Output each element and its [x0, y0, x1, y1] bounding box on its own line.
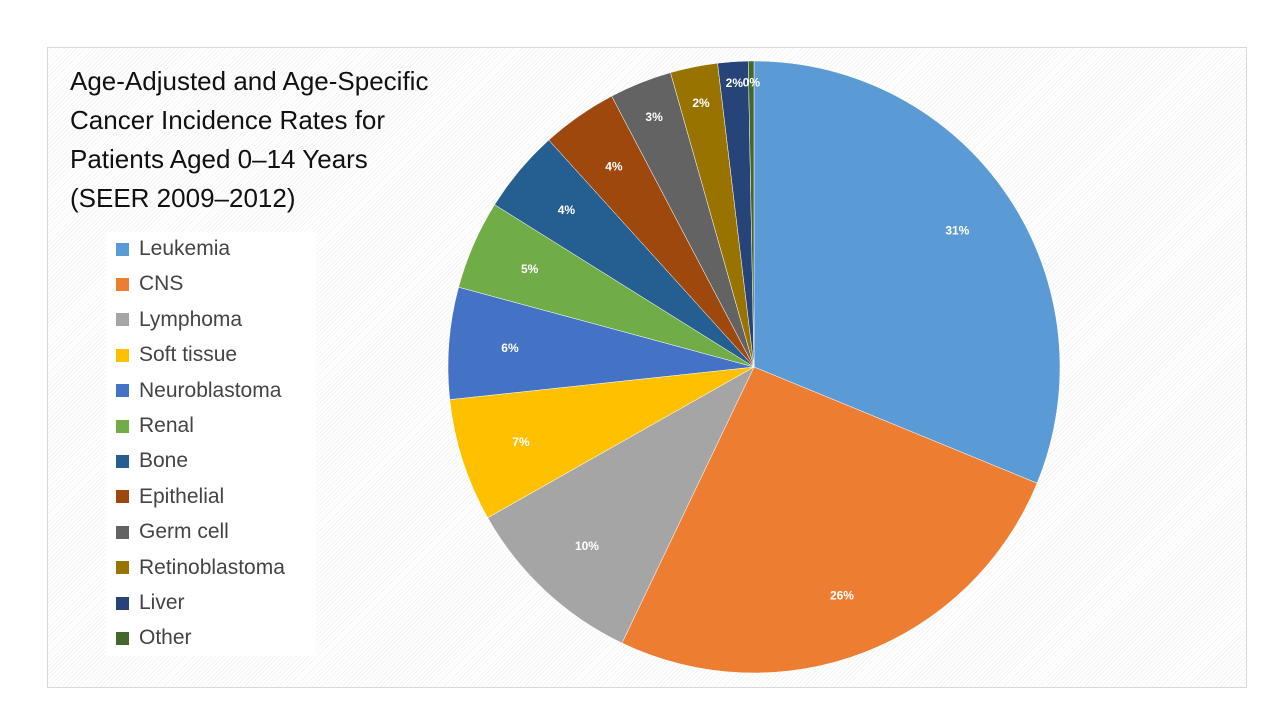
pie-slice-cns: [621, 366, 1038, 674]
legend-item: Leukemia: [116, 234, 230, 264]
legend-swatch: [116, 242, 129, 256]
legend-label: Germ cell: [139, 520, 229, 544]
data-label: 2%: [692, 96, 710, 110]
title-line: Cancer Incidence Rates for: [70, 105, 386, 135]
legend-label: Liver: [139, 591, 185, 614]
legend-swatch: [116, 596, 129, 610]
data-label: 31%: [945, 224, 969, 238]
legend-label: Bone: [139, 449, 189, 473]
legend-label: Epithelial: [139, 484, 225, 508]
pie-slice-lymphoma: [487, 366, 755, 644]
legend-label: Lymphoma: [139, 307, 243, 331]
pie-slice-leukemia: [753, 60, 1061, 484]
legend-label: Renal: [139, 414, 194, 437]
chart-title: Age-Adjusted and Age-Specific Cancer Inci…: [70, 62, 490, 218]
legend-swatch: [116, 384, 129, 398]
legend-item: Germ cell: [116, 517, 229, 547]
data-label: 0%: [743, 75, 761, 89]
legend-item: Epithelial: [116, 482, 224, 512]
title-line: Patients Aged 0–14 Years: [70, 144, 368, 174]
legend-swatch: [116, 348, 129, 362]
pie-slice-other: [747, 60, 755, 368]
legend-item: Liver: [116, 588, 185, 618]
data-label: 10%: [575, 539, 599, 553]
data-label: 3%: [645, 110, 663, 124]
legend-swatch: [116, 277, 129, 291]
legend-label: CNS: [139, 272, 184, 296]
legend-swatch: [116, 561, 129, 575]
legend-swatch: [116, 490, 129, 504]
data-label: 4%: [605, 159, 623, 173]
data-label: 5%: [521, 262, 539, 276]
legend-label: Soft tissue: [139, 343, 238, 367]
data-label: 4%: [558, 203, 576, 217]
legend-swatch: [116, 631, 129, 645]
legend-item: CNS: [116, 269, 183, 299]
legend-swatch: [116, 419, 129, 433]
data-label: 2%: [726, 76, 744, 90]
data-label: 6%: [501, 341, 519, 355]
title-line: (SEER 2009–2012): [70, 183, 296, 213]
legend-item: Neuroblastoma: [116, 376, 281, 406]
legend-item: Lymphoma: [116, 305, 242, 335]
legend-swatch: [116, 454, 129, 468]
legend-label: Other: [139, 626, 192, 650]
legend-label: Leukemia: [139, 237, 231, 260]
legend-label: Retinoblastoma: [139, 555, 285, 579]
legend-item: Soft tissue: [116, 340, 237, 370]
legend: Leukemia CNS Lymphoma Soft tissue Neuroblast…: [106, 232, 316, 656]
legend-swatch: [116, 313, 129, 327]
legend-item: Retinoblastoma: [116, 553, 285, 583]
legend-item: Renal: [116, 411, 194, 441]
pie-slice-soft-tissue: [449, 366, 755, 519]
legend-item: Bone: [116, 446, 188, 476]
legend-label: Neuroblastoma: [139, 378, 282, 402]
data-label: 7%: [512, 435, 530, 449]
legend-item: Other: [116, 623, 192, 653]
data-label: 26%: [830, 588, 854, 602]
legend-swatch: [116, 525, 129, 539]
title-line: Age-Adjusted and Age-Specific: [70, 66, 429, 96]
